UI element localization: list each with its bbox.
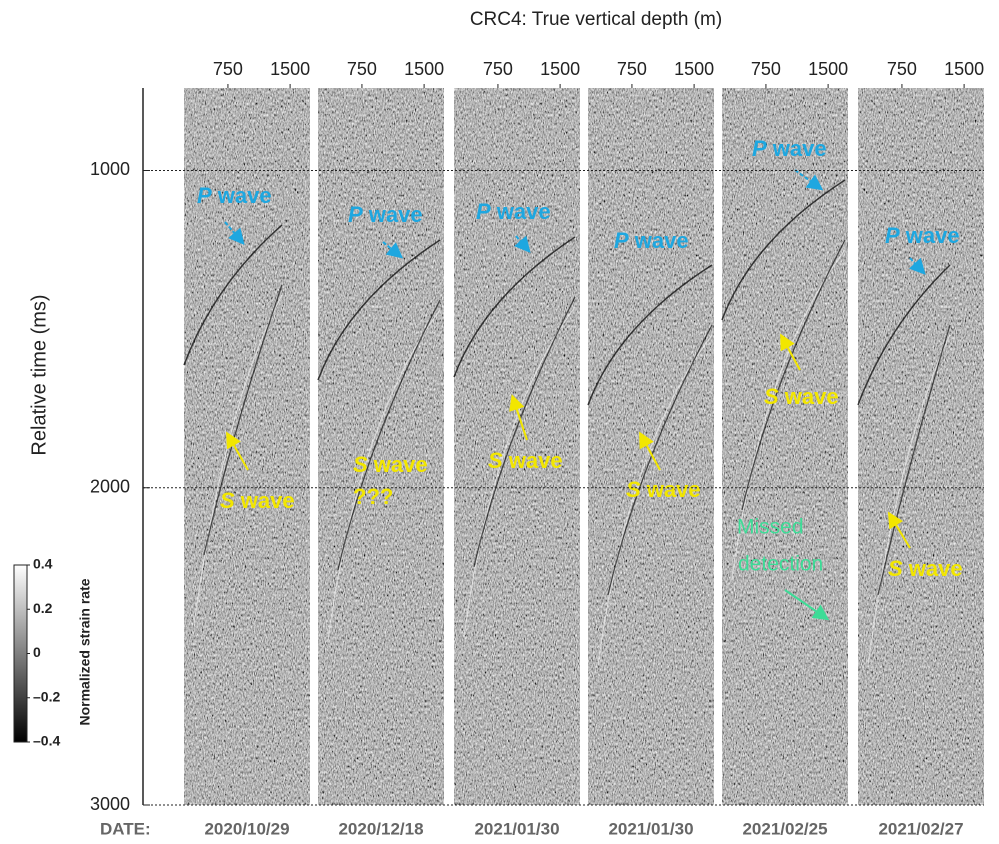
colorbar-tick-label: 0.2 <box>33 600 53 616</box>
p-arrow <box>908 257 926 275</box>
p-arrival <box>183 224 283 366</box>
panel-date: 2020/12/18 <box>338 819 423 838</box>
y-tick-label: 1000 <box>90 159 130 179</box>
p-arrival <box>867 334 951 666</box>
p-word: wave <box>212 183 272 208</box>
x-tick-label: 1500 <box>944 59 984 79</box>
p-word: wave <box>629 228 689 253</box>
p-letter: P <box>614 228 629 253</box>
x-tick-label: 750 <box>213 59 243 79</box>
s-word: wave <box>779 384 839 409</box>
x-tick-label: 750 <box>751 59 781 79</box>
s-arrival <box>473 296 576 568</box>
x-tick-label: 750 <box>483 59 513 79</box>
panel-noise <box>858 88 984 805</box>
p-word: wave <box>767 136 827 161</box>
p-arrival <box>317 239 441 381</box>
x-tick-label: 1500 <box>674 59 714 79</box>
panel-noise <box>722 88 848 805</box>
s-letter: S <box>488 448 503 473</box>
title: CRC4: True vertical depth (m) <box>470 9 722 30</box>
p-arrow <box>794 169 824 191</box>
s-arrival <box>607 324 713 596</box>
p-arrival <box>453 236 576 378</box>
x-tick-label: 750 <box>347 59 377 79</box>
missed-detection-note: Missed <box>737 516 804 539</box>
y-tick-label: 3000 <box>90 794 130 814</box>
panel-noise <box>318 88 444 805</box>
panel-date: 2021/02/25 <box>742 819 827 838</box>
colorbar-tick-label: –0.4 <box>33 733 60 749</box>
note-arrow <box>784 589 830 621</box>
y-tick-label: 2000 <box>90 476 130 496</box>
panel-noise <box>454 88 580 805</box>
s-letter: S <box>220 488 235 513</box>
p-wave-label: P wave <box>476 199 551 224</box>
s-letter: S <box>626 477 641 502</box>
s-wave-label: S wave <box>626 477 701 502</box>
x-tick-label: 1500 <box>808 59 848 79</box>
panel-date: 2021/02/27 <box>878 819 963 838</box>
p-wave-label: P wave <box>614 228 689 253</box>
s-wave-label: S wave <box>353 452 428 477</box>
s-wave-label: S wave <box>888 556 963 581</box>
s-letter: S <box>353 452 368 477</box>
s-wave-label: S wave <box>488 448 563 473</box>
p-word: wave <box>491 199 551 224</box>
p-letter: P <box>476 199 491 224</box>
s-word: wave <box>641 477 701 502</box>
colorbar-tick-label: 0.4 <box>33 556 53 572</box>
p-letter: P <box>197 183 212 208</box>
p-letter: P <box>752 136 767 161</box>
s-arrival <box>337 299 441 571</box>
s-arrow <box>780 333 801 371</box>
x-tick-label: 750 <box>617 59 647 79</box>
p-arrival <box>857 264 951 406</box>
panel-date: 2020/10/29 <box>204 819 289 838</box>
s-word: wave <box>903 556 963 581</box>
colorbar-tick-label: 0 <box>33 644 41 660</box>
x-tick-label: 1500 <box>540 59 580 79</box>
date-label: DATE: <box>100 819 151 838</box>
s-arrow <box>639 431 661 471</box>
panel-date: 2021/01/30 <box>474 819 559 838</box>
colorbar-tick-label: –0.2 <box>33 688 60 704</box>
y-axis-label: Relative time (ms) <box>28 294 50 455</box>
s-arrow <box>509 394 528 441</box>
p-arrow <box>382 241 404 259</box>
s-word: wave <box>235 488 295 513</box>
p-word: wave <box>900 223 960 248</box>
s-arrival <box>741 239 846 511</box>
p-wave-label: P wave <box>348 202 423 227</box>
s-letter: S <box>764 384 779 409</box>
p-wave-label: P wave <box>197 183 272 208</box>
s-word: wave <box>503 448 563 473</box>
p-wave-label: P wave <box>885 223 960 248</box>
p-letter: P <box>885 223 900 248</box>
p-arrival <box>587 264 713 406</box>
p-wave-label: P wave <box>752 136 827 161</box>
s-arrival <box>877 324 951 596</box>
s-arrival <box>203 284 283 556</box>
panel-noise <box>184 88 310 805</box>
colorbar <box>13 564 28 743</box>
s-arrow <box>887 511 911 549</box>
colorbar-label: Normalized strain rate <box>77 578 93 725</box>
x-tick-label: 1500 <box>404 59 444 79</box>
x-tick-label: 750 <box>887 59 917 79</box>
p-word: wave <box>363 202 423 227</box>
s-letter: S <box>888 556 903 581</box>
p-arrow <box>514 235 531 254</box>
p-arrival <box>721 179 846 321</box>
missed-detection-note: detection <box>738 553 823 576</box>
s-arrow <box>226 431 249 471</box>
panel-date: 2021/01/30 <box>608 819 693 838</box>
p-letter: P <box>348 202 363 227</box>
x-tick-label: 1500 <box>270 59 310 79</box>
s-wave-label: S wave <box>220 488 295 513</box>
s-word: wave <box>368 452 428 477</box>
s-wave-label: S wave <box>764 384 839 409</box>
p-arrow <box>224 221 245 246</box>
